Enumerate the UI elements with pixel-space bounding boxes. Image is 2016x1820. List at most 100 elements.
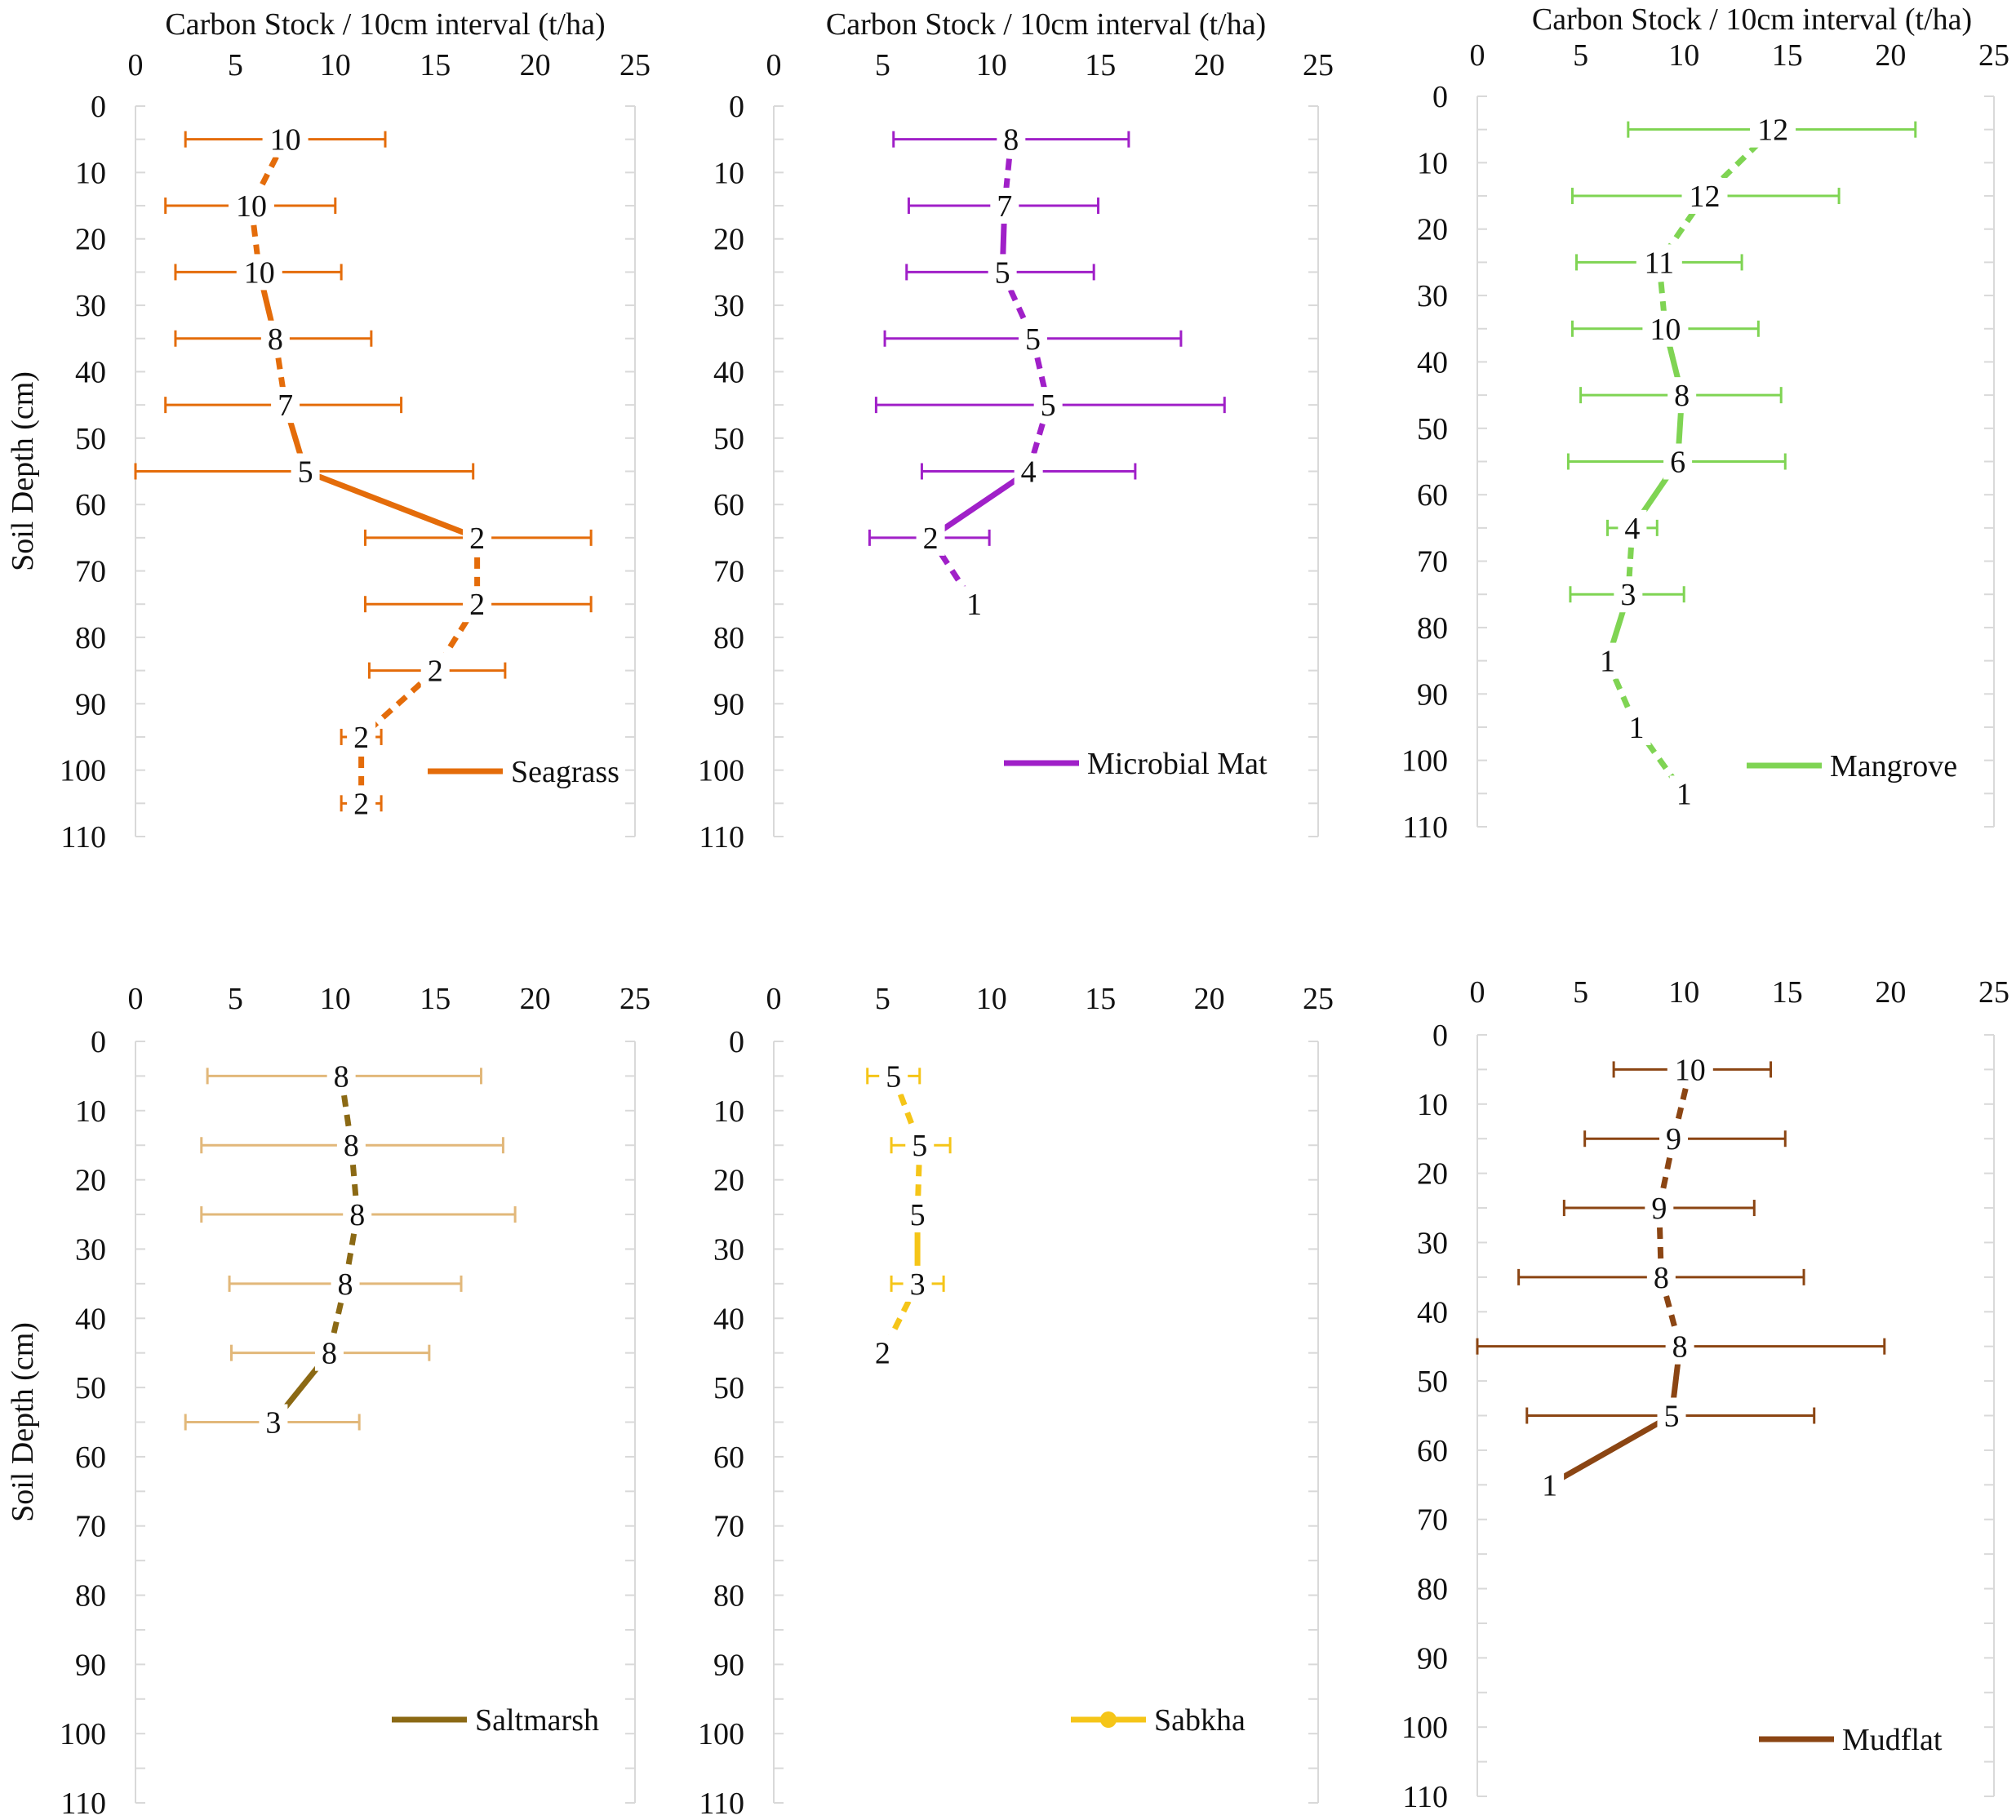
sample-count-label: 3 (265, 1406, 281, 1440)
y-tick-label: 100 (1401, 1711, 1448, 1745)
data-label-background (1665, 1328, 1694, 1365)
x-tick-label: 0 (128, 982, 144, 1016)
data-label-background (1033, 387, 1063, 424)
data-label-background (916, 519, 945, 556)
x-tick-label: 25 (1978, 38, 2009, 73)
y-tick-label: 50 (1417, 412, 1448, 446)
y-tick-label: 40 (75, 355, 106, 389)
data-label-background (463, 586, 492, 623)
x-axis-title: Carbon Stock / 10cm interval (t/ha) (165, 7, 605, 42)
sample-count-label: 7 (278, 388, 293, 423)
data-label-background (347, 785, 376, 822)
y-tick-label: 20 (75, 223, 106, 257)
data-label-background (1667, 377, 1697, 414)
sample-count-label: 2 (469, 588, 485, 622)
x-tick-label: 5 (228, 48, 243, 82)
y-tick-label: 80 (1417, 1573, 1448, 1607)
sample-count-label: 8 (322, 1337, 337, 1371)
data-label-background (260, 320, 290, 357)
data-label-background (1618, 509, 1647, 546)
sample-count-label: 6 (1670, 446, 1685, 480)
data-label-background (959, 586, 988, 623)
data-label-background (903, 1265, 932, 1302)
sample-count-label: 8 (268, 322, 283, 357)
data-label-background (463, 519, 492, 556)
sample-count-label: 5 (910, 1198, 926, 1232)
y-tick-label: 10 (1417, 146, 1448, 180)
legend-label: Mudflat (1842, 1723, 1943, 1757)
y-tick-label: 100 (60, 1717, 106, 1751)
sample-count-label: 8 (1674, 379, 1690, 413)
y-tick-label: 100 (60, 754, 106, 788)
data-label-background (314, 1334, 344, 1371)
x-tick-label: 25 (1303, 982, 1334, 1016)
y-tick-label: 60 (1417, 1434, 1448, 1468)
y-axis-title: Soil Depth (cm) (6, 371, 40, 571)
y-tick-label: 90 (713, 1648, 744, 1682)
sample-count-label: 10 (1675, 1053, 1706, 1087)
sample-count-label: 9 (1666, 1122, 1681, 1156)
data-label-background (1636, 244, 1682, 281)
y-tick-label: 110 (699, 1787, 744, 1820)
y-tick-label: 80 (75, 1579, 106, 1614)
x-tick-label: 5 (875, 48, 890, 82)
y-tick-label: 50 (75, 422, 106, 456)
y-tick-label: 40 (75, 1302, 106, 1336)
legend-label: Sabkha (1154, 1703, 1246, 1738)
y-tick-label: 40 (713, 355, 744, 389)
x-tick-label: 10 (1668, 975, 1699, 1010)
y-tick-label: 30 (1417, 279, 1448, 313)
data-label-background (1663, 443, 1693, 480)
y-tick-label: 10 (75, 1094, 106, 1129)
y-tick-label: 50 (1417, 1365, 1448, 1399)
x-tick-label: 20 (1875, 38, 1906, 73)
x-axis-title: Carbon Stock / 10cm interval (t/ha) (1532, 2, 1972, 37)
sample-count-label: 2 (469, 522, 485, 556)
y-tick-label: 60 (713, 488, 744, 522)
x-tick-label: 0 (1470, 975, 1485, 1010)
y-tick-label: 70 (1417, 1503, 1448, 1538)
x-tick-label: 25 (619, 48, 651, 82)
data-label-background (1669, 775, 1699, 812)
y-tick-label: 90 (1417, 677, 1448, 712)
sample-count-label: 5 (1664, 1400, 1680, 1434)
data-label-background (1014, 453, 1043, 490)
series-line-segment (1548, 1413, 1673, 1488)
data-label-background (291, 453, 320, 490)
y-tick-label: 110 (60, 820, 106, 855)
data-label-background (331, 1265, 360, 1302)
sample-count-label: 1 (1600, 645, 1615, 679)
y-tick-label: 30 (713, 289, 744, 323)
x-tick-label: 10 (320, 982, 351, 1016)
x-tick-label: 20 (1875, 975, 1906, 1010)
data-label-background (236, 254, 282, 291)
y-tick-label: 80 (75, 621, 106, 655)
data-label-background (1622, 708, 1651, 745)
data-label-background (1750, 111, 1796, 148)
y-tick-label: 110 (1402, 1780, 1448, 1814)
x-axis-title: Carbon Stock / 10cm interval (t/ha) (826, 7, 1266, 42)
y-tick-label: 40 (713, 1302, 744, 1336)
data-label-background (879, 1058, 908, 1094)
data-label-background (1657, 1397, 1686, 1434)
sample-count-label: 5 (995, 255, 1010, 290)
x-tick-label: 15 (420, 982, 451, 1016)
y-tick-label: 40 (1417, 1295, 1448, 1329)
data-label-background (988, 254, 1017, 291)
sample-count-label: 5 (1041, 388, 1056, 423)
y-tick-label: 10 (713, 1094, 744, 1129)
x-tick-label: 10 (320, 48, 351, 82)
y-tick-label: 70 (75, 1510, 106, 1544)
y-tick-label: 100 (1401, 744, 1448, 779)
x-tick-label: 15 (420, 48, 451, 82)
y-tick-label: 30 (713, 1232, 744, 1267)
data-label-background (905, 1127, 935, 1164)
y-tick-label: 70 (1417, 545, 1448, 579)
sample-count-label: 11 (1645, 246, 1675, 280)
y-tick-label: 90 (75, 1648, 106, 1682)
y-tick-label: 30 (75, 289, 106, 323)
sample-count-label: 8 (334, 1059, 349, 1094)
x-tick-label: 0 (1470, 38, 1485, 73)
data-label-background (420, 652, 450, 689)
